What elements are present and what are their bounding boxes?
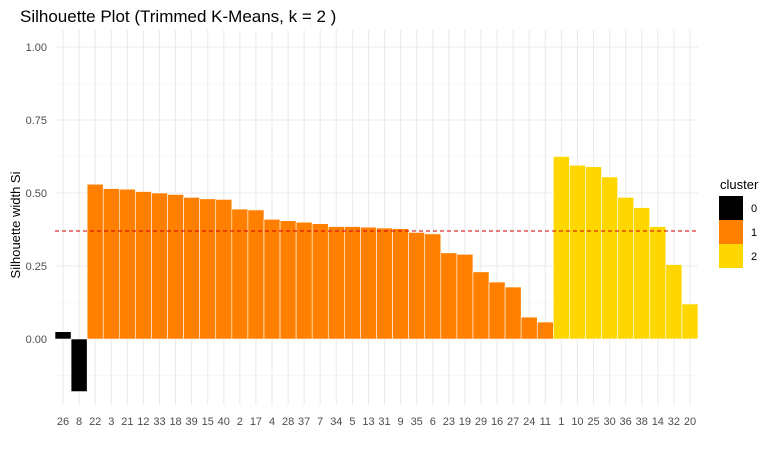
bar-25 bbox=[585, 166, 602, 340]
bar-20 bbox=[681, 303, 699, 340]
bar-27 bbox=[504, 286, 522, 340]
bar-14 bbox=[649, 226, 667, 340]
bar-34 bbox=[327, 226, 345, 340]
x-tick-label: 24 bbox=[523, 416, 535, 428]
x-tick-label: 12 bbox=[137, 416, 149, 428]
x-tick-label: 16 bbox=[491, 416, 503, 428]
bar-11 bbox=[536, 321, 554, 340]
bar-35 bbox=[408, 232, 426, 340]
x-tick-label: 29 bbox=[475, 416, 487, 428]
bar-40 bbox=[215, 199, 233, 340]
bar-29 bbox=[472, 271, 490, 340]
y-tick-label: 0.25 bbox=[26, 261, 47, 273]
chart-title: Silhouette Plot (Trimmed K-Means, k = 2 … bbox=[20, 7, 336, 26]
x-tick-label: 8 bbox=[76, 416, 82, 428]
bar-17 bbox=[247, 209, 265, 340]
x-tick-label: 21 bbox=[121, 416, 133, 428]
bar-38 bbox=[633, 207, 651, 340]
legend-title: cluster bbox=[720, 177, 759, 192]
x-tick-label: 23 bbox=[443, 416, 455, 428]
bar-23 bbox=[440, 252, 458, 340]
legend-label-1: 1 bbox=[751, 227, 757, 239]
y-tick-label: 1.00 bbox=[26, 42, 47, 54]
bar-2 bbox=[231, 208, 249, 340]
x-tick-label: 27 bbox=[507, 416, 519, 428]
legend-label-2: 2 bbox=[751, 251, 757, 263]
y-tick-label: 0.50 bbox=[26, 188, 47, 200]
x-tick-label: 3 bbox=[108, 416, 114, 428]
x-tick-label: 22 bbox=[89, 416, 101, 428]
bar-24 bbox=[520, 316, 538, 340]
bar-12 bbox=[135, 191, 152, 340]
bar-22 bbox=[86, 183, 104, 340]
bar-1 bbox=[553, 156, 570, 340]
bar-18 bbox=[167, 194, 184, 340]
bar-31 bbox=[376, 227, 393, 340]
bar-32 bbox=[665, 264, 683, 340]
legend-key-2 bbox=[719, 244, 743, 268]
x-tick-label: 36 bbox=[620, 416, 632, 428]
x-tick-label: 6 bbox=[430, 416, 436, 428]
bar-8 bbox=[70, 338, 88, 392]
bar-16 bbox=[488, 281, 506, 340]
x-tick-label: 1 bbox=[558, 416, 564, 428]
x-tick-label: 39 bbox=[186, 416, 198, 428]
bar-39 bbox=[183, 197, 200, 340]
x-tick-label: 9 bbox=[398, 416, 404, 428]
y-tick-label: 0.00 bbox=[26, 334, 47, 346]
x-tick-label: 31 bbox=[378, 416, 390, 428]
bar-15 bbox=[199, 198, 217, 340]
bar-9 bbox=[392, 228, 409, 340]
legend: cluster 0 1 2 bbox=[719, 177, 759, 268]
x-tick-label: 40 bbox=[218, 416, 230, 428]
bar-19 bbox=[456, 254, 474, 340]
x-tick-label: 4 bbox=[269, 416, 275, 428]
bar-37 bbox=[295, 221, 313, 340]
bar-3 bbox=[102, 188, 120, 340]
x-tick-label: 33 bbox=[153, 416, 165, 428]
bars bbox=[54, 156, 699, 392]
x-tick-label: 5 bbox=[349, 416, 355, 428]
bar-33 bbox=[151, 192, 168, 340]
legend-label-0: 0 bbox=[751, 203, 757, 215]
bar-6 bbox=[424, 233, 442, 340]
x-tick-label: 28 bbox=[282, 416, 294, 428]
x-tick-label: 15 bbox=[202, 416, 214, 428]
bar-10 bbox=[569, 164, 586, 340]
bar-21 bbox=[119, 188, 136, 340]
x-tick-label: 11 bbox=[540, 416, 551, 428]
x-tick-label: 26 bbox=[57, 416, 69, 428]
x-axis-ticks: 26 8 22 3 21 12 33 18 39 15 40 2 17 4 28 37 7 34 5 13 31 9 35 6… bbox=[57, 416, 696, 428]
bar-28 bbox=[279, 220, 297, 340]
x-tick-label: 17 bbox=[250, 416, 262, 428]
x-tick-label: 7 bbox=[317, 416, 323, 428]
y-axis-label: Silhouette width Si bbox=[8, 171, 23, 278]
x-tick-label: 19 bbox=[459, 416, 471, 428]
bar-13 bbox=[360, 226, 377, 340]
x-tick-label: 14 bbox=[652, 416, 664, 428]
x-tick-label: 10 bbox=[571, 416, 583, 428]
x-tick-label: 35 bbox=[411, 416, 423, 428]
x-tick-label: 25 bbox=[587, 416, 599, 428]
bar-36 bbox=[617, 197, 635, 340]
x-tick-label: 32 bbox=[668, 416, 680, 428]
y-axis-ticks: 0.00 0.25 0.50 0.75 1.00 bbox=[26, 42, 47, 346]
bar-26 bbox=[54, 331, 72, 340]
x-tick-label: 13 bbox=[362, 416, 374, 428]
x-tick-label: 30 bbox=[603, 416, 615, 428]
x-tick-label: 20 bbox=[684, 416, 696, 428]
legend-key-0 bbox=[719, 196, 743, 220]
x-tick-label: 34 bbox=[330, 416, 342, 428]
legend-key-1 bbox=[719, 220, 743, 244]
bar-30 bbox=[601, 176, 618, 340]
y-tick-label: 0.75 bbox=[26, 115, 47, 127]
x-tick-label: 18 bbox=[169, 416, 181, 428]
bar-5 bbox=[344, 226, 361, 340]
x-tick-label: 38 bbox=[636, 416, 648, 428]
x-tick-label: 37 bbox=[298, 416, 310, 428]
x-tick-label: 2 bbox=[237, 416, 243, 428]
bar-4 bbox=[263, 218, 281, 340]
bar-7 bbox=[311, 223, 329, 340]
